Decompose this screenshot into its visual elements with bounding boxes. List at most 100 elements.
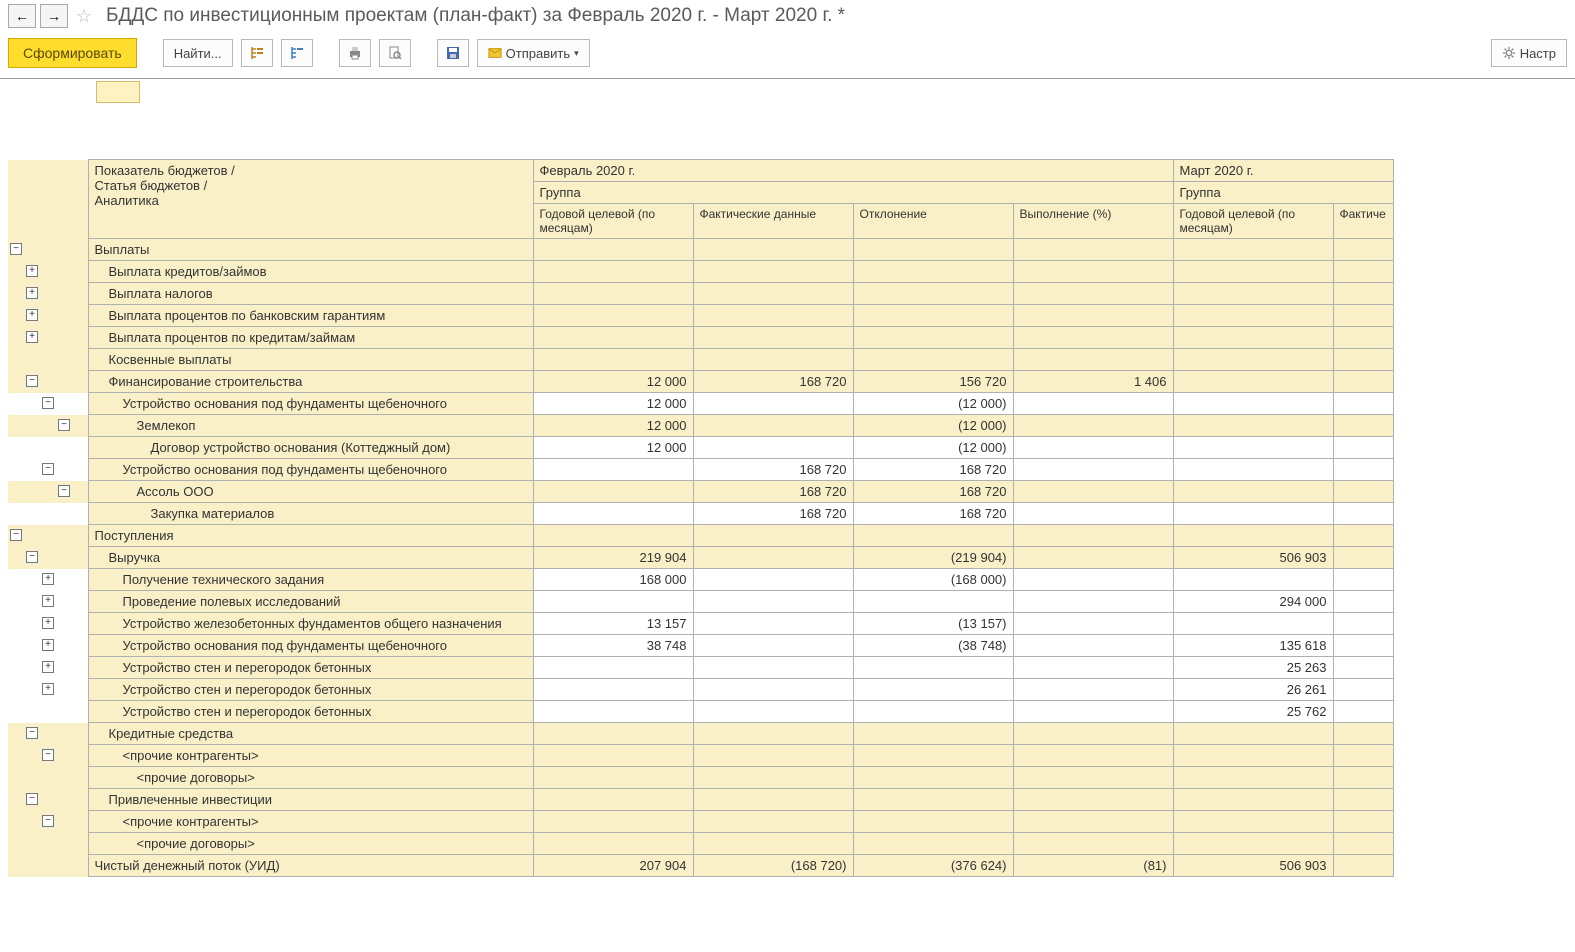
collapse-node-icon[interactable]: − <box>26 727 38 739</box>
favorite-star-icon[interactable]: ☆ <box>72 4 96 28</box>
cell-plan2 <box>1173 371 1333 393</box>
tree-cell <box>72 547 88 569</box>
cell-plan <box>533 833 693 855</box>
collapse-tree-button[interactable] <box>281 39 313 67</box>
collapse-node-icon[interactable]: − <box>26 793 38 805</box>
row-label[interactable]: <прочие контрагенты> <box>88 811 533 833</box>
collapse-node-icon[interactable]: − <box>26 551 38 563</box>
cell-fact <box>693 415 853 437</box>
save-button[interactable] <box>437 39 469 67</box>
expand-tree-button[interactable] <box>241 39 273 67</box>
cell-plan2: 294 000 <box>1173 591 1333 613</box>
row-label[interactable]: <прочие договоры> <box>88 833 533 855</box>
expand-node-icon[interactable]: + <box>42 683 54 695</box>
collapse-node-icon[interactable]: − <box>26 375 38 387</box>
row-label[interactable]: <прочие контрагенты> <box>88 745 533 767</box>
expand-node-icon[interactable]: + <box>42 617 54 629</box>
row-label[interactable]: Устройство основания под фундаменты щебе… <box>88 459 533 481</box>
row-label[interactable]: Выплата кредитов/займов <box>88 261 533 283</box>
tree-cell: − <box>24 547 40 569</box>
cell-pct <box>1013 437 1173 459</box>
cell-fact <box>693 305 853 327</box>
row-label[interactable]: Выручка <box>88 547 533 569</box>
tree-cell: + <box>40 613 56 635</box>
tree-cell <box>56 811 72 833</box>
row-label[interactable]: Выплата процентов по кредитам/займам <box>88 327 533 349</box>
row-label[interactable]: Косвенные выплаты <box>88 349 533 371</box>
expand-node-icon[interactable]: + <box>42 639 54 651</box>
row-label[interactable]: Закупка материалов <box>88 503 533 525</box>
collapse-node-icon[interactable]: − <box>10 243 22 255</box>
cell-fact <box>693 701 853 723</box>
cell-plan2 <box>1173 569 1333 591</box>
settings-button[interactable]: Настр <box>1491 39 1567 67</box>
cell-dev <box>853 305 1013 327</box>
cell-pct: 1 406 <box>1013 371 1173 393</box>
row-label[interactable]: Выплата налогов <box>88 283 533 305</box>
tree-cell <box>72 305 88 327</box>
print-button[interactable] <box>339 39 371 67</box>
row-label[interactable]: Финансирование строительства <box>88 371 533 393</box>
row-label[interactable]: Устройство стен и перегородок бетонных <box>88 679 533 701</box>
row-label[interactable]: Устройство стен и перегородок бетонных <box>88 657 533 679</box>
gear-icon <box>1502 46 1516 60</box>
expand-node-icon[interactable]: + <box>26 265 38 277</box>
send-button[interactable]: Отправить ▾ <box>477 39 590 67</box>
row-label[interactable]: Выплата процентов по банковским гарантия… <box>88 305 533 327</box>
tree-cell <box>56 657 72 679</box>
generate-button[interactable]: Сформировать <box>8 38 137 68</box>
expand-node-icon[interactable]: + <box>42 573 54 585</box>
expand-node-icon[interactable]: + <box>26 331 38 343</box>
expand-node-icon[interactable]: + <box>42 595 54 607</box>
expand-node-icon[interactable]: + <box>26 287 38 299</box>
forward-button[interactable]: → <box>40 4 68 28</box>
row-label[interactable]: Договор устройство основания (Коттеджный… <box>88 437 533 459</box>
cell-fact <box>693 679 853 701</box>
collapse-node-icon[interactable]: − <box>10 529 22 541</box>
cell-pct <box>1013 261 1173 283</box>
preview-button[interactable] <box>379 39 411 67</box>
cell-plan <box>533 459 693 481</box>
print-icon <box>347 45 363 61</box>
row-label[interactable]: Получение технического задания <box>88 569 533 591</box>
row-label[interactable]: Землекоп <box>88 415 533 437</box>
topbar: ← → ☆ БДДС по инвестиционным проектам (п… <box>0 0 1575 32</box>
table-row: + Выплата налогов <box>8 283 1393 305</box>
tree-cell <box>8 327 24 349</box>
row-label[interactable]: Устройство железобетонных фундаментов об… <box>88 613 533 635</box>
col-plan: Годовой целевой (по месяцам) <box>533 204 693 239</box>
tree-cell <box>56 723 72 745</box>
tree-cell <box>8 371 24 393</box>
cell-plan: 219 904 <box>533 547 693 569</box>
cell-plan2 <box>1173 833 1333 855</box>
row-label[interactable]: Ассоль ООО <box>88 481 533 503</box>
row-label[interactable]: Выплаты <box>88 239 533 261</box>
collapse-node-icon[interactable]: − <box>42 749 54 761</box>
table-row: + Выплата процентов по банковским гаранти… <box>8 305 1393 327</box>
expand-node-icon[interactable]: + <box>26 309 38 321</box>
collapse-node-icon[interactable]: − <box>58 485 70 497</box>
expand-node-icon[interactable]: + <box>42 661 54 673</box>
tree-cell <box>72 327 88 349</box>
row-label[interactable]: Привлеченные инвестиции <box>88 789 533 811</box>
collapse-node-icon[interactable]: − <box>58 419 70 431</box>
collapse-node-icon[interactable]: − <box>42 463 54 475</box>
collapse-node-icon[interactable]: − <box>42 397 54 409</box>
row-label[interactable]: Устройство основания под фундаменты щебе… <box>88 635 533 657</box>
cell-fact2 <box>1333 305 1393 327</box>
row-label[interactable]: Устройство основания под фундаменты щебе… <box>88 393 533 415</box>
cell-fact <box>693 745 853 767</box>
collapse-node-icon[interactable]: − <box>42 815 54 827</box>
cell-pct <box>1013 657 1173 679</box>
row-label[interactable]: Чистый денежный поток (УИД) <box>88 855 533 877</box>
back-button[interactable]: ← <box>8 4 36 28</box>
row-label[interactable]: Поступления <box>88 525 533 547</box>
row-label[interactable]: Проведение полевых исследований <box>88 591 533 613</box>
row-label[interactable]: Кредитные средства <box>88 723 533 745</box>
row-label[interactable]: <прочие договоры> <box>88 767 533 789</box>
tree-cell <box>72 635 88 657</box>
tree-cell <box>8 701 24 723</box>
column-selector-tab[interactable] <box>96 81 140 103</box>
row-label[interactable]: Устройство стен и перегородок бетонных <box>88 701 533 723</box>
find-button[interactable]: Найти... <box>163 39 233 67</box>
